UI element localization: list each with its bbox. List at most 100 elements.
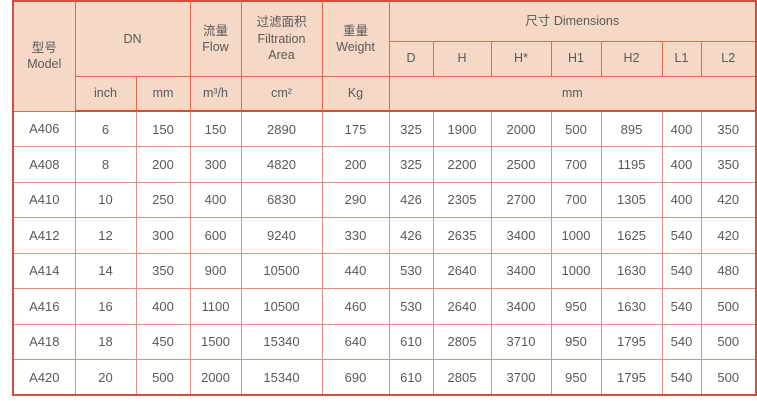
value-cell: 950 [550, 323, 602, 360]
header-filtration-zh: 过滤面积 [256, 15, 307, 30]
value-cell: 250 [135, 181, 191, 218]
value-cell: 2000 [490, 110, 552, 147]
value-cell: 1625 [600, 217, 663, 254]
value-cell: 450 [135, 323, 191, 360]
header-flow: 流量 Flow [189, 0, 242, 77]
value-cell: 400 [661, 146, 702, 183]
value-cell: 1795 [600, 323, 663, 360]
value-cell: 610 [388, 359, 434, 396]
value-cell: 200 [321, 146, 390, 183]
header-dim-h: H [432, 40, 492, 77]
value-cell: 1000 [550, 252, 602, 289]
model-cell: A412 [12, 217, 76, 254]
header-unit-area: cm² [240, 75, 323, 112]
value-cell: 2700 [490, 181, 552, 218]
header-dn: DN [74, 0, 191, 77]
header-dim-h1: H1 [550, 40, 602, 77]
value-cell: 440 [321, 252, 390, 289]
value-cell: 400 [135, 288, 191, 325]
value-cell: 530 [388, 252, 434, 289]
value-cell: 6 [74, 110, 137, 147]
header-weight-zh: 重量 [342, 23, 368, 38]
header-flow-zh: 流量 [202, 23, 228, 38]
table-row: A414 14 350 900 10500 440 530 2640 3400 1000 1630 5… [12, 252, 757, 289]
value-cell: 900 [189, 252, 242, 289]
header-unit-inch: inch [74, 75, 137, 112]
value-cell: 2305 [432, 181, 492, 218]
value-cell: 2635 [432, 217, 492, 254]
value-cell: 1630 [600, 288, 663, 325]
value-cell: 20 [74, 359, 137, 396]
value-cell: 8 [74, 146, 137, 183]
value-cell: 10500 [240, 252, 323, 289]
value-cell: 3400 [490, 252, 552, 289]
value-cell: 325 [388, 110, 434, 147]
value-cell: 2640 [432, 288, 492, 325]
header-dim-l2: L2 [700, 40, 757, 77]
value-cell: 540 [661, 217, 702, 254]
header-model-en: Model [27, 57, 62, 72]
value-cell: 500 [700, 359, 757, 396]
table-body: A406 6 150 150 2890 175 325 1900 2000 500 895 400 35… [12, 110, 757, 396]
header-row-1: 型号 Model DN 流量 Flow 过滤面积 Filtration Area… [12, 0, 757, 112]
header-row-3: inch mm m³/h cm² Kg mm [13, 75, 757, 112]
value-cell: 6830 [240, 181, 323, 218]
header-filtration-en1: Filtration [257, 31, 306, 46]
value-cell: 1305 [600, 181, 663, 218]
value-cell: 640 [321, 323, 390, 360]
value-cell: 950 [550, 359, 602, 396]
table-row: A410 10 250 400 6830 290 426 2305 2700 700 1305 400… [12, 181, 757, 218]
header-model: 型号 Model [12, 0, 76, 112]
header-dim-l1: L1 [661, 40, 702, 77]
header-dim-hstar: H* [490, 40, 552, 77]
value-cell: 540 [661, 288, 702, 325]
value-cell: 2000 [189, 359, 242, 396]
value-cell: 2890 [240, 110, 323, 147]
value-cell: 426 [388, 181, 434, 218]
value-cell: 330 [321, 217, 390, 254]
value-cell: 9240 [240, 217, 323, 254]
value-cell: 460 [321, 288, 390, 325]
table-row: A418 18 450 1500 15340 640 610 2805 3710 950 1795 5… [12, 323, 757, 360]
value-cell: 15340 [240, 323, 323, 360]
header-row-2: D H H* H1 H2 L1 L2 [13, 40, 757, 77]
value-cell: 15340 [240, 359, 323, 396]
value-cell: 14 [74, 252, 137, 289]
value-cell: 3710 [490, 323, 552, 360]
value-cell: 350 [700, 146, 757, 183]
value-cell: 1900 [432, 110, 492, 147]
value-cell: 700 [550, 181, 602, 218]
value-cell: 426 [388, 217, 434, 254]
header-weight-en: Weight [336, 39, 375, 54]
value-cell: 400 [661, 181, 702, 218]
value-cell: 540 [661, 359, 702, 396]
value-cell: 4820 [240, 146, 323, 183]
header-dim-h2: H2 [600, 40, 663, 77]
value-cell: 2200 [432, 146, 492, 183]
header-unit-flow: m³/h [189, 75, 242, 112]
value-cell: 480 [700, 252, 757, 289]
value-cell: 400 [661, 110, 702, 147]
spec-table-container: 型号 Model DN 流量 Flow 过滤面积 Filtration Area… [12, 0, 757, 396]
model-cell: A408 [12, 146, 76, 183]
model-cell: A410 [12, 181, 76, 218]
table-row: A406 6 150 150 2890 175 325 1900 2000 500 895 400 35… [12, 110, 757, 147]
value-cell: 3700 [490, 359, 552, 396]
value-cell: 2500 [490, 146, 552, 183]
value-cell: 10 [74, 181, 137, 218]
value-cell: 1195 [600, 146, 663, 183]
header-dimensions: 尺寸 Dimensions [388, 0, 757, 42]
table-row: A412 12 300 600 9240 330 426 2635 3400 1000 1625 54… [12, 217, 757, 254]
header-unit-mm: mm [135, 75, 191, 112]
value-cell: 3400 [490, 217, 552, 254]
value-cell: 895 [600, 110, 663, 147]
value-cell: 1630 [600, 252, 663, 289]
model-cell: A420 [12, 359, 76, 396]
value-cell: 350 [135, 252, 191, 289]
value-cell: 690 [321, 359, 390, 396]
table-header: 型号 Model DN 流量 Flow 过滤面积 Filtration Area… [12, 0, 757, 112]
header-filtration-en2: Area [268, 47, 295, 62]
value-cell: 1500 [189, 323, 242, 360]
header-unit-weight: Kg [321, 75, 390, 112]
value-cell: 530 [388, 288, 434, 325]
